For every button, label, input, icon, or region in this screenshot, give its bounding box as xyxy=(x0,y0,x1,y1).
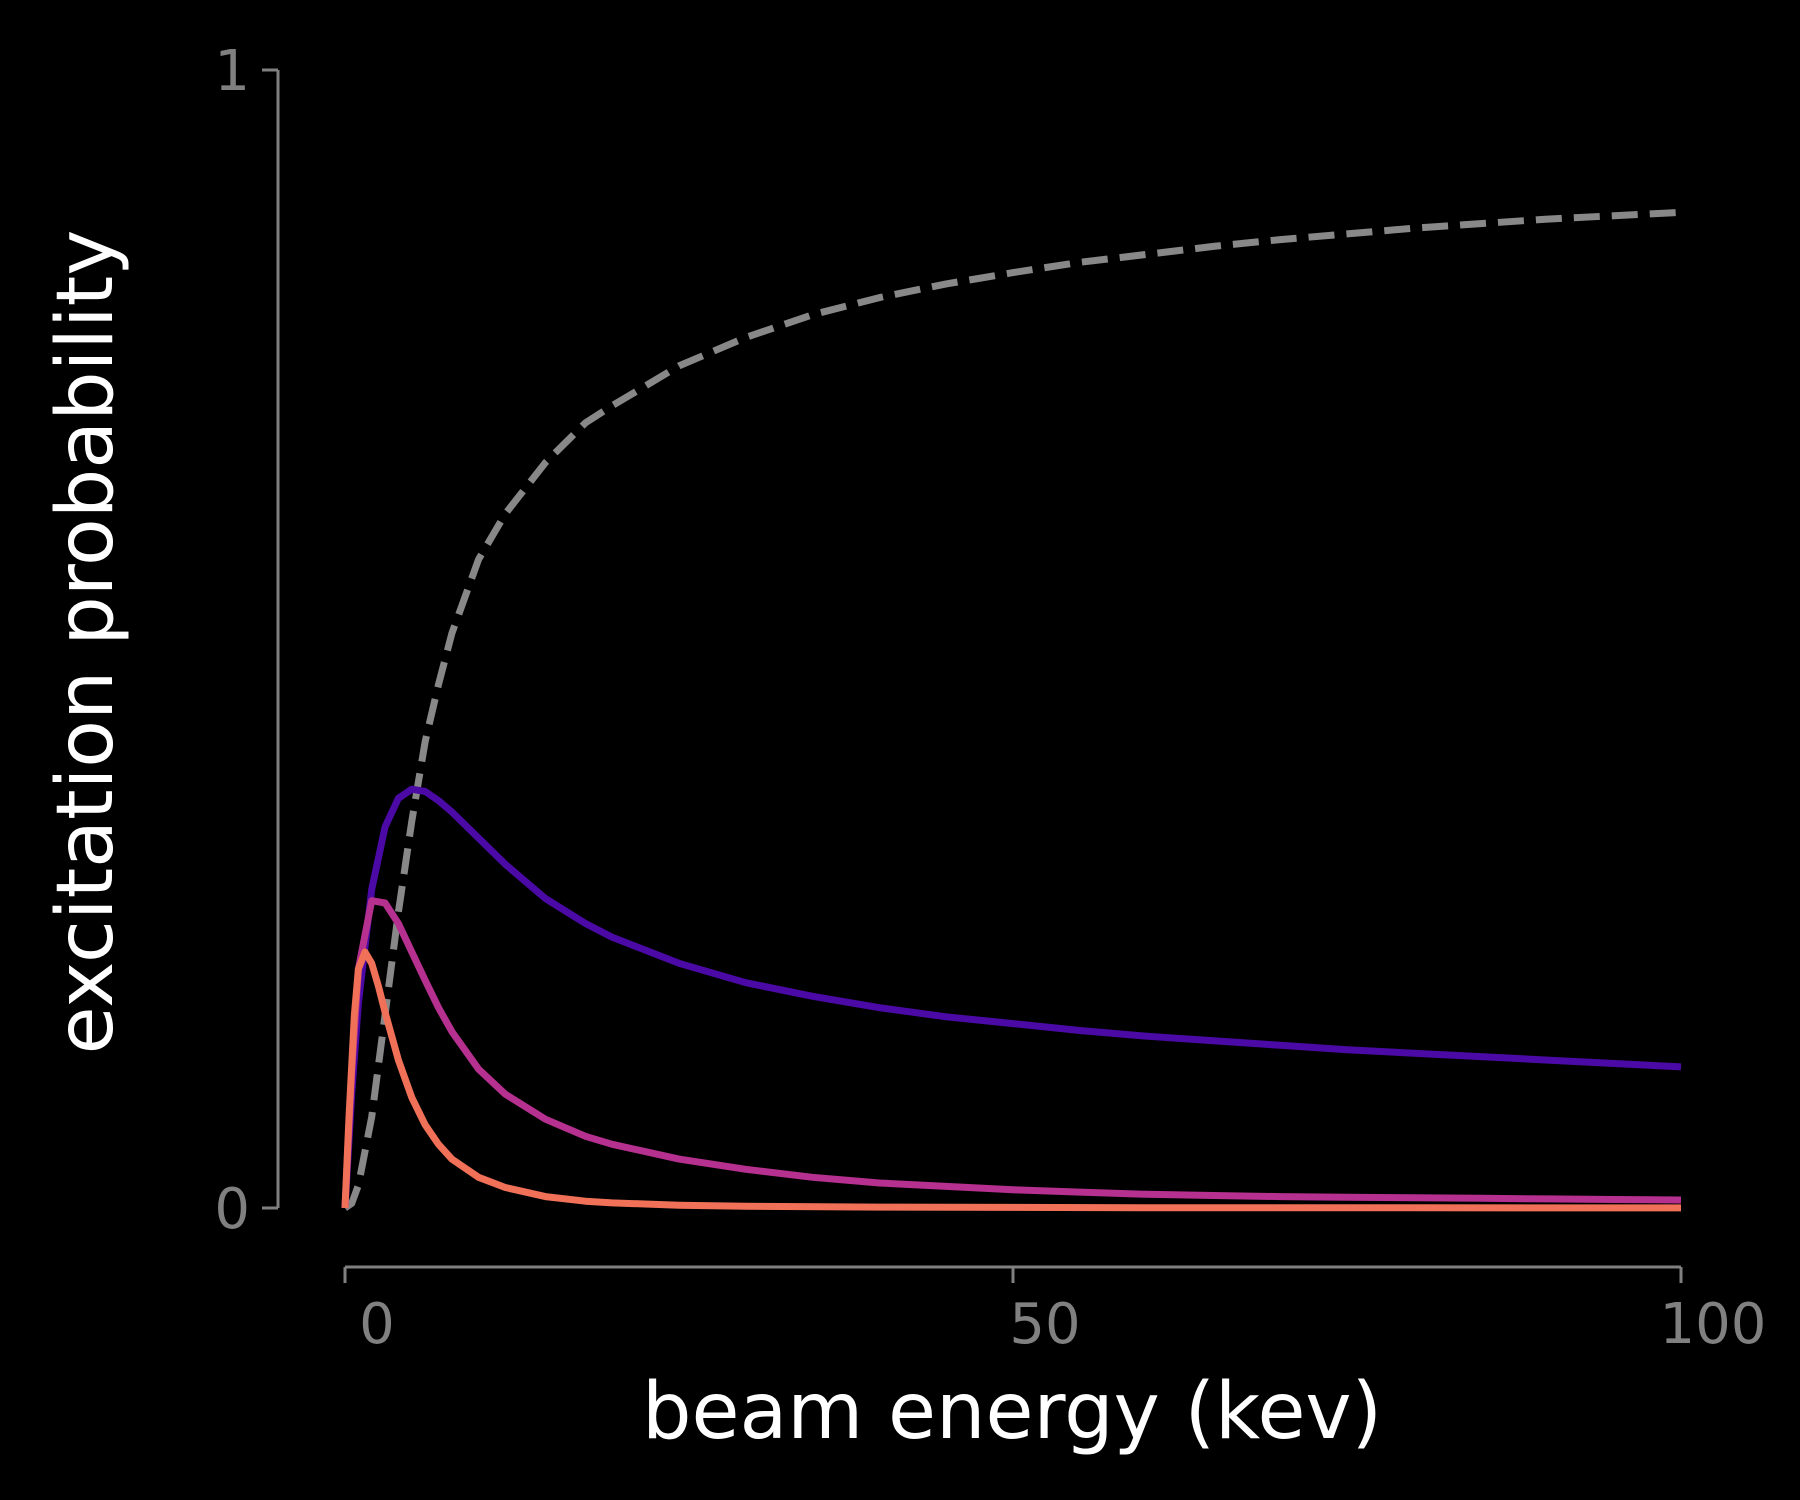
y-tick-label: 0 xyxy=(214,1177,250,1242)
dashed-series-line xyxy=(343,208,1682,1211)
axes: 0 1 0 50 100 xyxy=(214,39,1766,1357)
plot-area xyxy=(341,208,1682,1212)
series-line-1 xyxy=(341,785,1682,1209)
x-tick-label: 0 xyxy=(359,1292,395,1357)
y-tick-label: 1 xyxy=(214,39,250,104)
y-axis-title: excitation probability xyxy=(41,230,131,1055)
x-axis-title: beam energy (kev) xyxy=(642,1367,1382,1457)
x-tick-label: 100 xyxy=(1660,1292,1767,1357)
series-line-2 xyxy=(341,897,1682,1209)
series-line-3 xyxy=(341,948,1681,1212)
x-tick-label: 50 xyxy=(1009,1292,1080,1357)
